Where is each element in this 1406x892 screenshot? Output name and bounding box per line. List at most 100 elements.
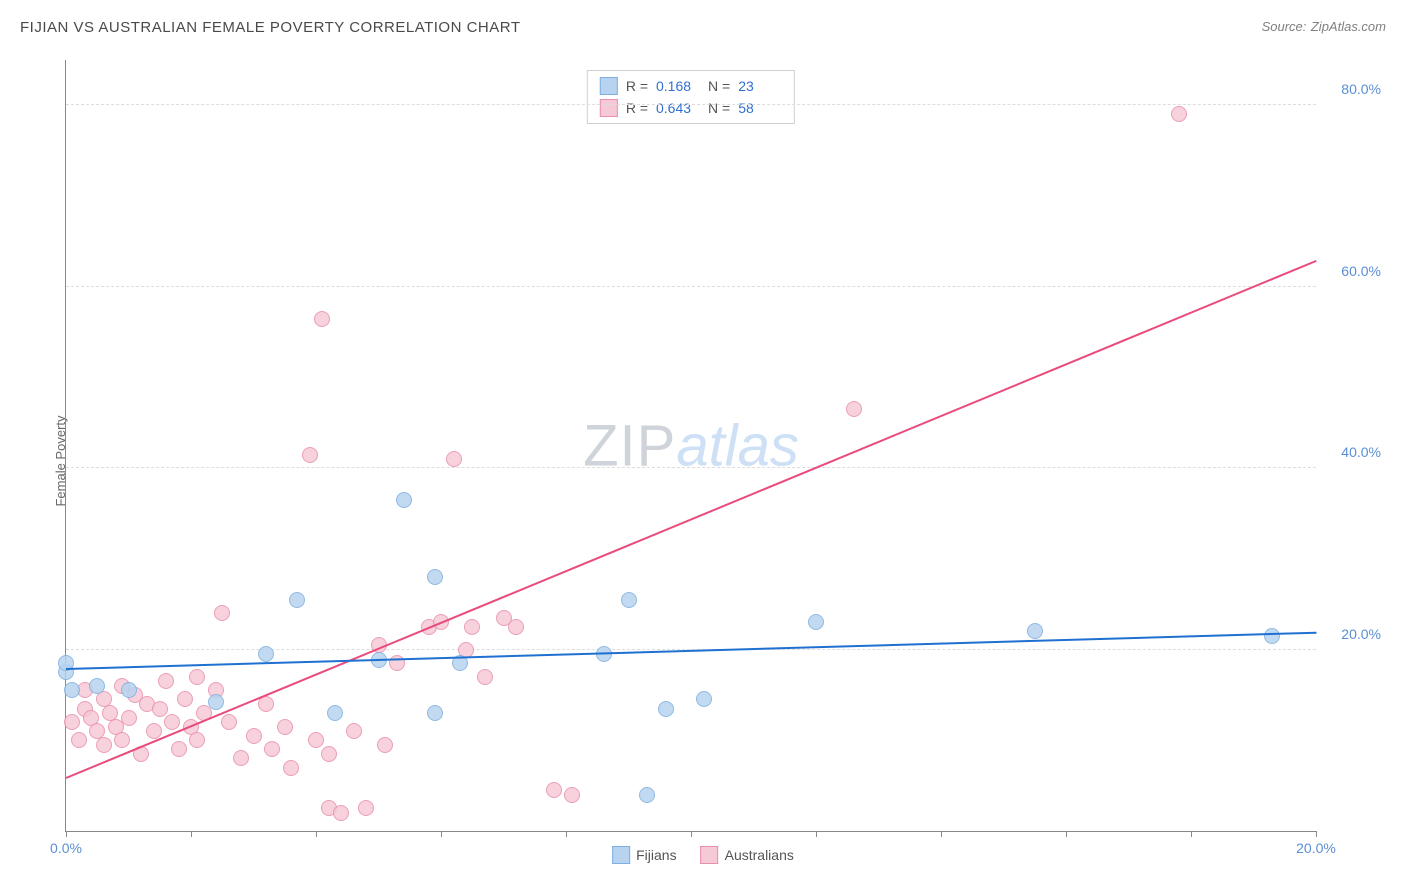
point-fijians [427,705,443,721]
point-australians [114,732,130,748]
x-tick [566,831,567,837]
bottom-legend: Fijians Australians [612,846,794,864]
point-australians [346,723,362,739]
gridline [66,467,1316,468]
y-tick-label: 20.0% [1341,626,1381,642]
x-tick [1191,831,1192,837]
swatch-fijians [612,846,630,864]
point-australians [1171,106,1187,122]
gridline [66,286,1316,287]
stats-row-fijians: R = 0.168 N = 23 [596,75,786,97]
point-fijians [289,592,305,608]
trendline-australians [66,260,1317,779]
point-australians [377,737,393,753]
point-australians [96,737,112,753]
point-australians [508,619,524,635]
point-australians [446,451,462,467]
chart-container: Female Poverty ZIPatlas R = 0.168 N = 23… [20,50,1386,872]
point-australians [464,619,480,635]
x-tick [66,831,67,837]
watermark-zip: ZIP [583,413,676,478]
r-label: R = [626,78,648,94]
y-tick-label: 40.0% [1341,444,1381,460]
y-tick-label: 60.0% [1341,263,1381,279]
point-australians [283,760,299,776]
swatch-australians [701,846,719,864]
legend-label-fijians: Fijians [636,847,676,863]
gridline [66,104,1316,105]
point-australians [71,732,87,748]
x-tick [941,831,942,837]
y-tick-label: 80.0% [1341,81,1381,97]
r-label: R = [626,100,648,116]
point-australians [158,673,174,689]
point-fijians [121,682,137,698]
point-australians [477,669,493,685]
x-tick-label: 0.0% [50,840,82,856]
point-australians [164,714,180,730]
source-attribution: Source: ZipAtlas.com [1262,18,1386,36]
watermark-atlas: atlas [676,413,799,478]
point-australians [121,710,137,726]
point-australians [171,741,187,757]
stats-row-australians: R = 0.643 N = 58 [596,97,786,119]
point-australians [308,732,324,748]
x-tick [1066,831,1067,837]
trendline-fijians [66,631,1316,669]
point-australians [246,728,262,744]
point-australians [321,746,337,762]
x-tick [441,831,442,837]
legend-item-fijians: Fijians [612,846,676,864]
point-australians [146,723,162,739]
point-australians [189,732,205,748]
point-australians [314,311,330,327]
point-australians [189,669,205,685]
plot-area: ZIPatlas R = 0.168 N = 23 R = 0.643 N = … [65,60,1316,832]
point-australians [358,800,374,816]
point-australians [177,691,193,707]
point-fijians [64,682,80,698]
x-tick [1316,831,1317,837]
x-tick [816,831,817,837]
point-australians [564,787,580,803]
legend-label-australians: Australians [725,847,794,863]
legend-item-australians: Australians [701,846,794,864]
n-label: N = [708,78,730,94]
source-label: Source: [1262,19,1307,34]
watermark: ZIPatlas [583,412,799,479]
point-fijians [658,701,674,717]
point-australians [333,805,349,821]
x-tick [316,831,317,837]
n-value-fijians: 23 [738,78,782,94]
point-fijians [1264,628,1280,644]
point-fijians [808,614,824,630]
point-australians [233,750,249,766]
point-australians [152,701,168,717]
r-value-australians: 0.643 [656,100,700,116]
point-fijians [1027,623,1043,639]
point-fijians [89,678,105,694]
point-fijians [621,592,637,608]
x-tick [191,831,192,837]
chart-title: FIJIAN VS AUSTRALIAN FEMALE POVERTY CORR… [20,19,521,36]
point-australians [302,447,318,463]
n-value-australians: 58 [738,100,782,116]
x-tick-label: 20.0% [1296,840,1336,856]
point-fijians [327,705,343,721]
point-fijians [396,492,412,508]
point-fijians [696,691,712,707]
point-australians [221,714,237,730]
stats-legend-box: R = 0.168 N = 23 R = 0.643 N = 58 [587,70,795,124]
source-name: ZipAtlas.com [1311,19,1386,34]
point-fijians [639,787,655,803]
point-australians [264,741,280,757]
point-australians [546,782,562,798]
point-australians [214,605,230,621]
x-tick [691,831,692,837]
point-australians [846,401,862,417]
swatch-australians [600,99,618,117]
point-fijians [427,569,443,585]
swatch-fijians [600,77,618,95]
point-australians [277,719,293,735]
point-fijians [208,694,224,710]
